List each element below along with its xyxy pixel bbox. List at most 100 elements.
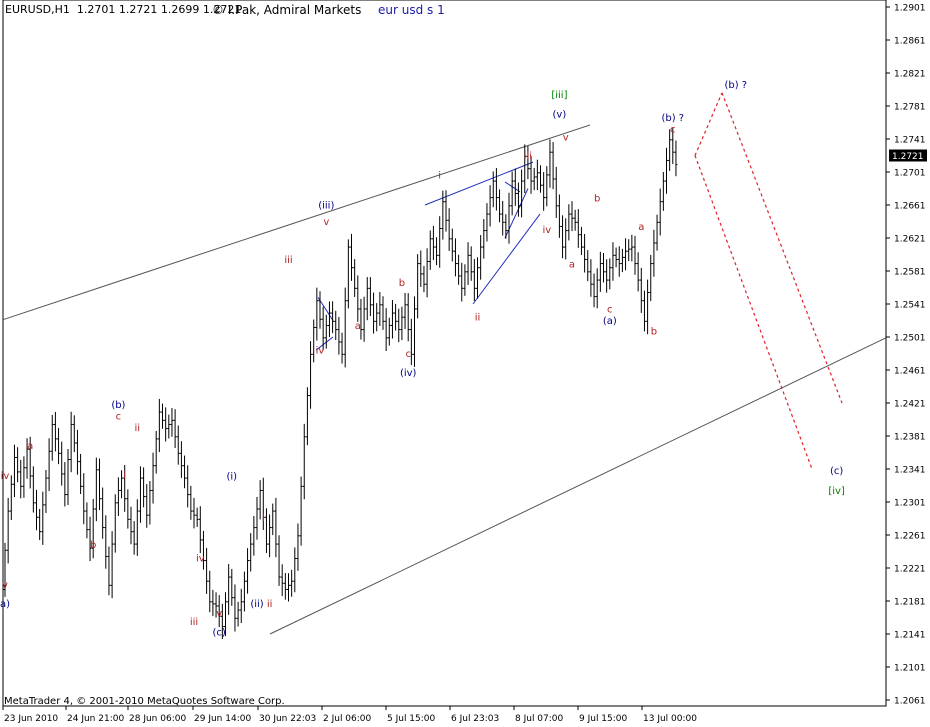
price-bar [400, 306, 404, 341]
price-bar [113, 494, 117, 553]
price-bar [296, 523, 300, 571]
price-bar [85, 502, 89, 539]
price-bar [63, 462, 67, 507]
price-bar [242, 571, 246, 612]
price-bar [274, 497, 278, 558]
price-bar [135, 499, 139, 556]
author-label: © I.Pak, Admiral Markets [212, 3, 362, 17]
price-bar [195, 507, 199, 527]
y-tick-label: 1.2381 [894, 433, 926, 443]
price-bar [334, 310, 338, 341]
price-bar [627, 239, 631, 262]
price-bar [592, 273, 596, 308]
price-bar [652, 229, 656, 277]
price-bar [346, 239, 350, 309]
price-bar [208, 570, 212, 613]
price-bar [387, 317, 391, 346]
price-bar [394, 303, 398, 331]
wave-label: iv [542, 225, 551, 236]
price-bar [435, 237, 439, 266]
price-bar [472, 259, 476, 302]
price-bar [444, 190, 448, 232]
price-bar [340, 332, 344, 364]
price-bar [573, 209, 577, 231]
price-bar [639, 267, 643, 313]
price-bar [658, 188, 662, 236]
price-bar [390, 299, 394, 339]
wave-label: i [438, 171, 441, 182]
y-axis: 1.2901 1.2861 1.2821 1.2781 1.2741 1.2701 1.26… [886, 4, 926, 707]
price-bar [368, 277, 372, 317]
wave-label: iv [1, 471, 10, 482]
y-tick-label: 1.2221 [894, 565, 926, 575]
price-bar [642, 290, 646, 332]
price-bar [57, 428, 61, 465]
price-bar [488, 185, 492, 227]
price-bar [35, 489, 38, 531]
y-tick-label: 1.2061 [894, 697, 926, 707]
price-bar [161, 403, 164, 429]
price-bar [123, 464, 127, 512]
y-tick-label: 1.2461 [894, 367, 926, 377]
plot-frame [2, 0, 887, 707]
wave-label: (a) [603, 316, 617, 327]
price-bar [318, 291, 322, 329]
copyright-footer: MetaTrader 4, © 2001-2010 MetaQuotes Sof… [4, 696, 285, 707]
price-bar [309, 341, 313, 409]
wave-label: (b) [111, 400, 125, 411]
wave-label: (v) [553, 110, 567, 121]
wave-label: a [638, 222, 644, 233]
price-bar [258, 480, 262, 520]
price-bar [261, 477, 265, 531]
price-bar [3, 542, 7, 597]
wave-label: a [355, 321, 361, 332]
wave-label: b [90, 540, 96, 551]
x-tick-label: 24 Jun 21:00 [67, 714, 124, 724]
y-tick-label: 1.2141 [894, 631, 926, 641]
x-tick-label: 5 Jul 15:00 [387, 714, 436, 724]
price-bar [277, 535, 281, 586]
price-bar [463, 264, 467, 296]
price-bar [230, 568, 234, 606]
price-bar [428, 230, 432, 270]
price-bar [372, 292, 376, 334]
wave-label: iii [190, 617, 198, 628]
price-bar [561, 215, 565, 259]
price-bar [564, 218, 568, 260]
wave-label: (c) [213, 628, 226, 639]
price-bar [586, 250, 590, 282]
price-bar [214, 592, 218, 618]
y-tick-label: 1.2901 [894, 4, 926, 14]
wave-label: v [2, 580, 8, 591]
wave-label: a) [0, 599, 10, 610]
x-tick-label: 6 Jul 23:03 [451, 714, 499, 724]
price-bar [47, 438, 51, 492]
price-bar [501, 200, 505, 236]
price-bar [608, 258, 612, 290]
price-bar [246, 548, 250, 594]
wave-label: (ii) [250, 599, 263, 610]
triangle-line [424, 161, 534, 206]
price-bar [583, 234, 587, 273]
wave-label: iii [284, 255, 292, 266]
wave-label: iv [196, 553, 205, 564]
projection-line [694, 92, 723, 156]
x-tick-label: 30 Jun 22:03 [259, 714, 316, 724]
price-bar [605, 259, 609, 293]
price-bar [397, 308, 401, 343]
price-bar [542, 172, 546, 211]
price-bar [101, 487, 105, 539]
price-bar [98, 458, 101, 510]
wave-label: ii [475, 313, 481, 324]
price-bar [431, 225, 435, 261]
wave-label: [iii] [551, 90, 567, 101]
y-tick-label: 1.2781 [894, 103, 926, 113]
price-bar [227, 564, 231, 615]
price-bar [321, 306, 325, 351]
price-bar [646, 279, 650, 335]
price-bar [154, 430, 158, 474]
lower-trendline [269, 337, 887, 635]
price-bar [120, 470, 124, 499]
price-bar [457, 254, 461, 285]
